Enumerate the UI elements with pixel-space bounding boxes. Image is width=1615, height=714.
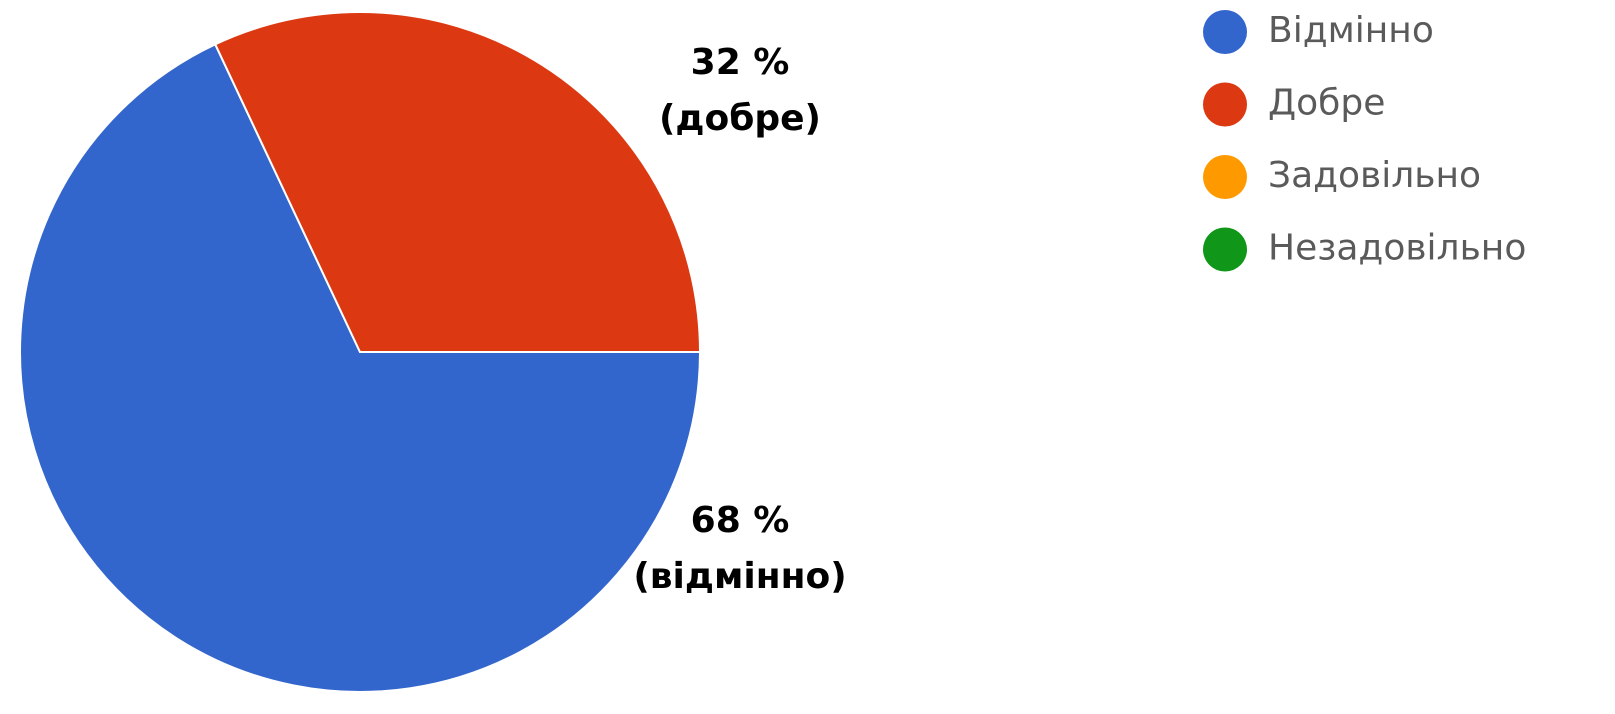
pie-slice — [213, 11, 702, 353]
legend-swatch — [1203, 227, 1247, 272]
data-label: 32 % — [691, 42, 790, 83]
legend-swatch — [1203, 155, 1247, 199]
legend-label: Добре — [1268, 83, 1385, 124]
data-label-note: (відмінно) — [633, 556, 846, 597]
legend-swatch — [1203, 82, 1247, 127]
legend-label: Незадовільно — [1268, 228, 1526, 269]
legend-label: Відмінно — [1268, 10, 1434, 51]
data-label: 68 % — [691, 500, 790, 541]
pie-slice — [19, 43, 702, 693]
data-label-note: (добре) — [659, 98, 821, 139]
legend-label: Задовільно — [1268, 155, 1481, 196]
legend-swatch — [1203, 10, 1247, 54]
